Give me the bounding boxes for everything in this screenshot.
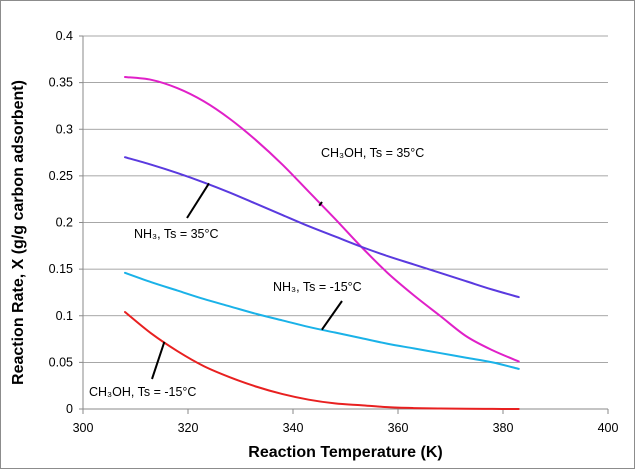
x-tick-label: 360 — [388, 421, 409, 435]
annotations: CH₃OH, Ts = 35°C NH₃, Ts = 35°C NH₃, Ts = … — [89, 146, 424, 399]
x-tick-label: 300 — [73, 421, 94, 435]
axes — [79, 35, 609, 414]
callout-label: CH₃OH, Ts = -15°C — [89, 385, 196, 399]
y-tick-label: 0.3 — [56, 122, 73, 136]
series-line-3 — [124, 271, 520, 370]
series-lines — [124, 76, 520, 410]
callout-leader-line — [318, 201, 323, 207]
callout-leader-line — [151, 341, 166, 380]
callout-leader-line — [321, 300, 343, 331]
series-line-4 — [124, 311, 520, 410]
y-tick-label: 0.25 — [49, 169, 73, 183]
y-tick-label: 0.2 — [56, 216, 73, 230]
x-tick-label: 320 — [178, 421, 199, 435]
callout-label: NH₃, Ts = -15°C — [273, 280, 362, 294]
series-line-2 — [124, 156, 520, 299]
x-tick-label: 380 — [493, 421, 514, 435]
series-line-1 — [124, 76, 520, 363]
callout-label: NH₃, Ts = 35°C — [134, 227, 219, 241]
callout-leader-line — [186, 182, 210, 219]
x-tick-label: 340 — [283, 421, 304, 435]
gridlines — [83, 35, 608, 363]
x-tick-label: 400 — [598, 421, 619, 435]
y-axis-title: Reaction Rate, X (g/g carbon adsorbent) — [10, 80, 27, 385]
y-tick-label: 0.1 — [56, 309, 73, 323]
y-tick-label: 0 — [66, 402, 73, 416]
callout-label: CH₃OH, Ts = 35°C — [321, 146, 424, 160]
tick-labels: 0 0.05 0.1 0.15 0.2 0.25 0.3 0.35 0.4 300 320 340 36… — [49, 29, 619, 435]
y-tick-label: 0.35 — [49, 76, 73, 90]
y-tick-label: 0.15 — [49, 262, 73, 276]
y-tick-label: 0.4 — [56, 29, 73, 43]
y-tick-label: 0.05 — [49, 355, 73, 369]
x-axis-title: Reaction Temperature (K) — [248, 444, 442, 461]
